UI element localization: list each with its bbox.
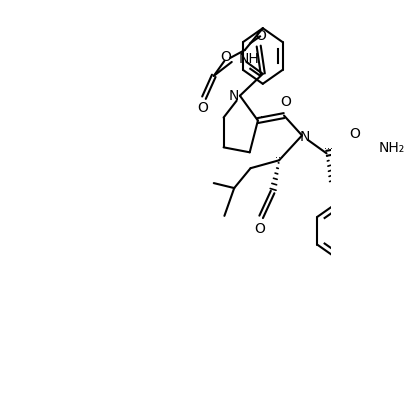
- Text: NH₂: NH₂: [379, 141, 404, 155]
- Text: NH: NH: [239, 52, 260, 66]
- Text: O: O: [349, 127, 360, 141]
- Text: O: O: [254, 222, 265, 236]
- Text: O: O: [197, 100, 208, 115]
- Text: ···: ···: [275, 153, 284, 163]
- Text: N: N: [300, 130, 310, 145]
- Text: ···: ···: [324, 144, 332, 154]
- Text: O: O: [255, 29, 266, 43]
- Text: O: O: [280, 95, 291, 109]
- Text: O: O: [220, 50, 231, 64]
- Text: ···: ···: [260, 113, 269, 123]
- Text: N: N: [228, 89, 239, 103]
